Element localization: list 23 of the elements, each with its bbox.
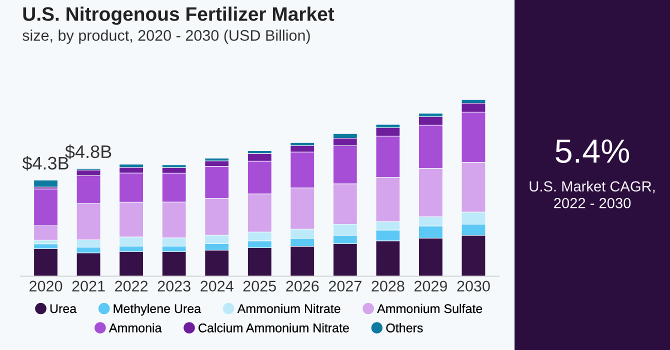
x-tick-label: 2022 <box>115 280 148 292</box>
x-tick-label: 2028 <box>372 280 404 292</box>
x-tick-label: 2029 <box>414 280 447 292</box>
x-tick-label: 2030 <box>457 280 490 292</box>
chart-subtitle: size, by product, 2020 - 2030 (USD Billion) <box>22 30 310 44</box>
x-tick-label: 2027 <box>328 280 362 292</box>
x-tick-label: 2023 <box>158 280 190 292</box>
x-tick-label: 2024 <box>200 280 234 292</box>
legend-label: Calcium Ammonium Nitrate <box>198 323 349 332</box>
legend-label: Ammonia <box>108 323 162 332</box>
x-tick-label: 2025 <box>243 280 276 292</box>
legend-label: Ammonium Nitrate <box>237 304 340 314</box>
x-tick-label: 2026 <box>286 280 319 292</box>
bar <box>34 248 58 276</box>
chart-title: U.S. Nitrogenous Fertilizer Market <box>23 6 334 25</box>
text: U.S. Market CAGR, 2022 - 2030 <box>530 180 655 208</box>
legend-label: Urea <box>50 304 77 314</box>
text: 5.4% <box>556 139 630 163</box>
legend-label: Others <box>386 323 423 332</box>
legend-label: Ammonium Sulfate <box>377 304 482 314</box>
legend-label: Methylene Urea <box>114 304 202 316</box>
x-tick-label: 2020 <box>30 280 62 292</box>
x-tick-label: 2021 <box>72 280 105 292</box>
